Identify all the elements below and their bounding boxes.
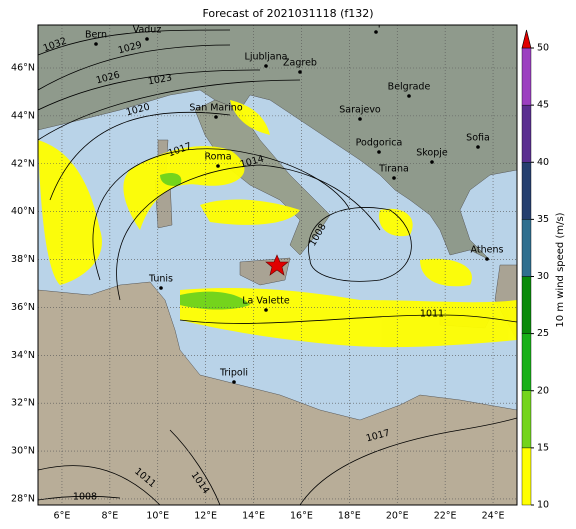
city-label: Zagreb — [283, 58, 317, 69]
colorbar-extend — [521, 29, 532, 49]
lat-tick-label: 38°N — [11, 254, 35, 265]
isobar-label: 1008 — [73, 492, 97, 503]
city-dot — [159, 286, 163, 290]
colorbar-segment — [521, 276, 532, 334]
lat-tick-label: 44°N — [11, 110, 35, 121]
colorbar-segment — [521, 219, 532, 277]
lon-tick-label: 18°E — [338, 511, 361, 522]
lon-tick-label: 22°E — [434, 511, 457, 522]
map-title: Forecast of 2021031118 (f132) — [202, 7, 373, 20]
city-dot — [145, 37, 149, 41]
city-label: Tripoli — [219, 368, 248, 379]
lon-tick-label: 12°E — [194, 511, 217, 522]
colorbar-segment — [521, 104, 532, 163]
city-label: Bern — [85, 30, 107, 41]
city-dot — [232, 380, 236, 384]
colorbar-tick-label: 30 — [537, 271, 549, 282]
colorbar-segment — [521, 47, 532, 106]
map-frame — [37, 24, 518, 506]
lat-tick-label: 46°N — [11, 63, 35, 74]
lon-tick-label: 14°E — [242, 511, 265, 522]
lat-tick-label: 36°N — [11, 302, 35, 313]
isobars — [38, 29, 517, 505]
lat-tick-label: 40°N — [11, 206, 35, 217]
city-dot — [430, 160, 434, 164]
colorbar-tick-label: 50 — [537, 43, 549, 54]
wind-shading — [38, 100, 517, 348]
colorbar-segment — [521, 390, 532, 449]
city-label: Sofia — [466, 133, 490, 144]
wind-shading-strong — [160, 173, 250, 310]
lon-tick-label: 8°E — [101, 511, 118, 522]
colorbar-tick-label: 20 — [537, 385, 549, 396]
city-dot — [264, 308, 268, 312]
colorbar-tick-label: 15 — [537, 442, 549, 453]
lat-tick-label: 34°N — [11, 350, 35, 361]
city-label: La Valette — [242, 296, 290, 307]
city-label: Skopje — [416, 148, 448, 159]
location-star — [265, 254, 289, 276]
lon-tick-label: 16°E — [290, 511, 313, 522]
lon-tick-label: 6°E — [54, 511, 71, 522]
city-label: Roma — [204, 152, 231, 163]
city-label: Sarajevo — [339, 105, 381, 116]
colorbar-tick-label: 35 — [537, 214, 549, 225]
lon-tick-label: 10°E — [146, 511, 169, 522]
city-dot — [214, 115, 218, 119]
city-dot — [374, 30, 378, 34]
colorbar-label: 10 m wind speed (m/s) — [555, 212, 566, 327]
lat-tick-label: 32°N — [11, 398, 35, 409]
colorbar: 10 15 20 25 30 35 40 45 50 — [521, 29, 549, 511]
city-dot — [298, 70, 302, 74]
colorbar-tick-label: 40 — [537, 157, 549, 168]
city-dot — [392, 176, 396, 180]
colorbar-tick-label: 10 — [537, 500, 549, 511]
isobar-label: 1023 — [147, 72, 173, 87]
city-label: Tunis — [148, 274, 173, 285]
city-dot — [358, 117, 362, 121]
city-label: Vaduz — [133, 25, 162, 36]
colorbar-segment — [521, 447, 532, 506]
colorbar-tick-label: 25 — [537, 328, 549, 339]
lon-tick-label: 24°E — [482, 511, 505, 522]
city-dot — [407, 94, 411, 98]
colorbar-segment — [521, 162, 532, 220]
city-dot — [476, 145, 480, 149]
city-label: Tirana — [378, 164, 409, 175]
city-label: Podgorica — [356, 138, 403, 149]
lat-tick-label: 30°N — [11, 446, 35, 457]
city-dot — [264, 64, 268, 68]
lon-tick-label: 20°E — [386, 511, 409, 522]
city-dot — [94, 42, 98, 46]
city-label: San Marino — [189, 103, 242, 114]
lat-tick-label: 28°N — [11, 493, 35, 504]
city-label: Budapest — [354, 18, 399, 29]
colorbar-tick-label: 45 — [537, 100, 549, 111]
colorbar-segment — [521, 333, 532, 391]
city-dot — [377, 150, 381, 154]
city-label: Ljubljana — [245, 52, 288, 63]
lat-tick-label: 42°N — [11, 158, 35, 169]
city-dot — [485, 257, 489, 261]
isobar-label: 1011 — [420, 309, 444, 320]
graticule — [38, 25, 517, 505]
city-dot — [216, 164, 220, 168]
city-label: Athens — [471, 245, 504, 256]
city-label: Belgrade — [388, 82, 431, 93]
